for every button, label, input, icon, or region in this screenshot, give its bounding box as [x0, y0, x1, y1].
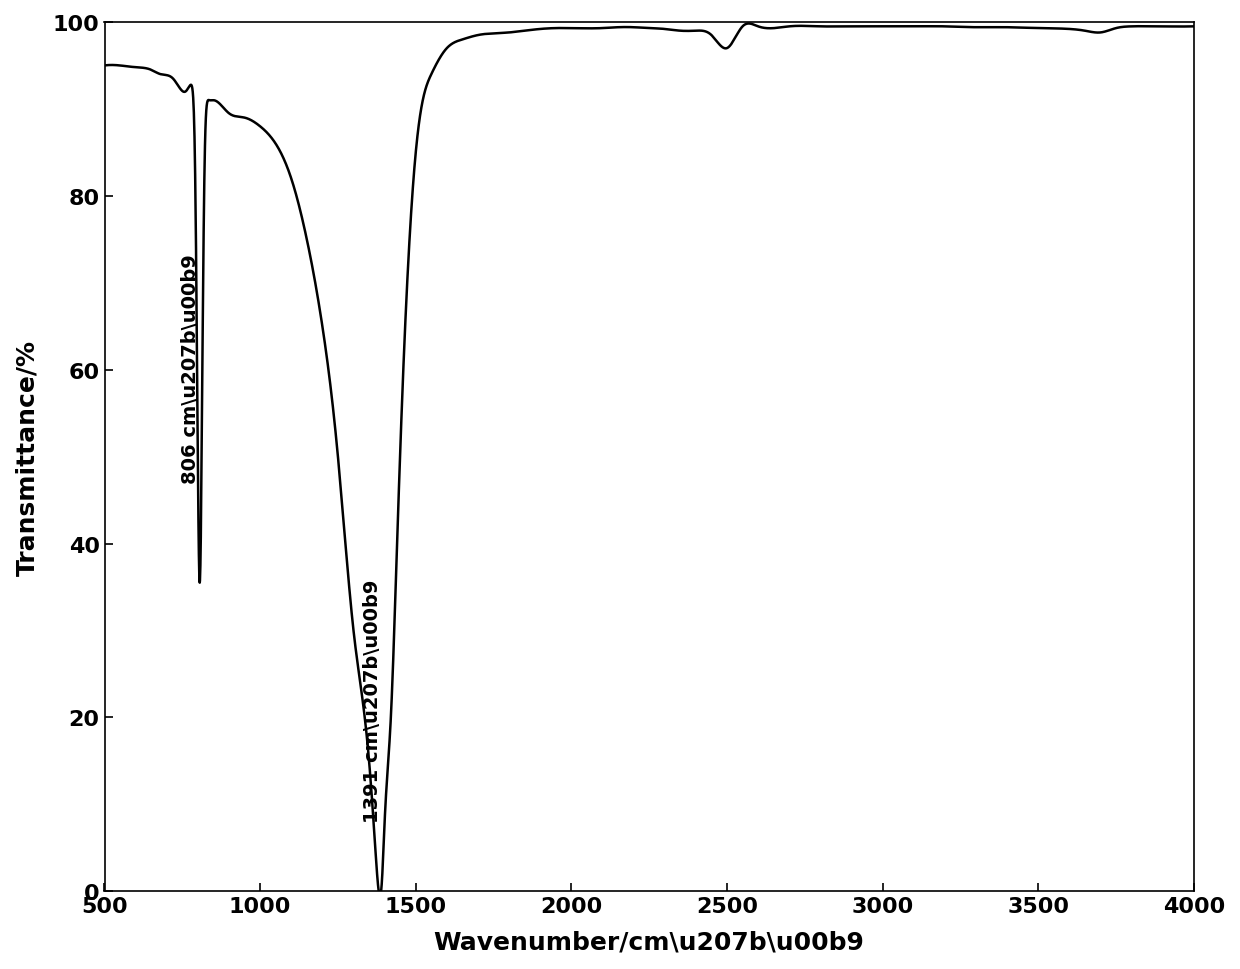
X-axis label: Wavenumber/cm\u207b\u00b9: Wavenumber/cm\u207b\u00b9	[434, 930, 864, 954]
Y-axis label: Transmittance/%: Transmittance/%	[15, 339, 38, 575]
Text: 1391 cm\u207b\u00b9: 1391 cm\u207b\u00b9	[363, 578, 382, 822]
Text: 806 cm\u207b\u00b9: 806 cm\u207b\u00b9	[181, 254, 200, 484]
